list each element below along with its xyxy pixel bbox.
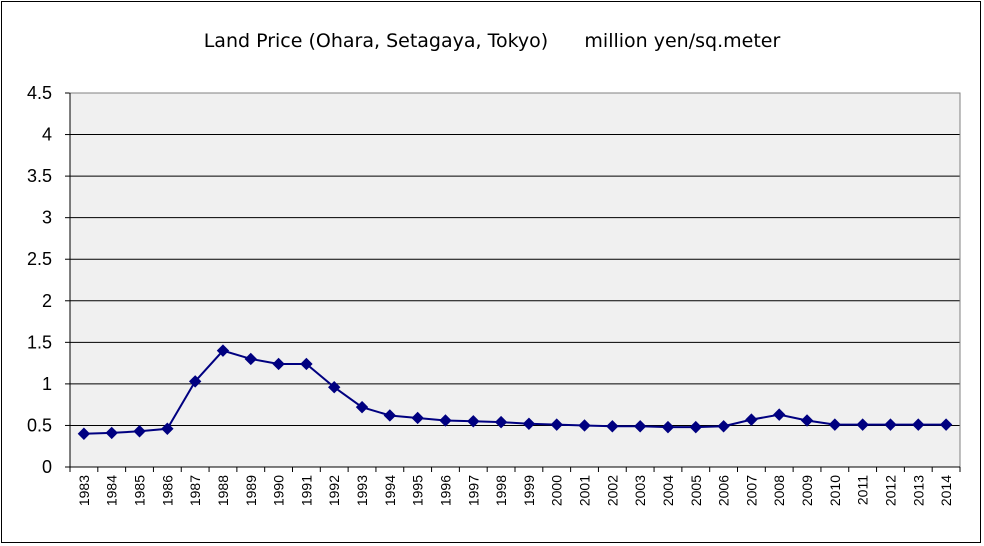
x-tick-label: 2002 <box>604 475 620 506</box>
data-point <box>105 426 118 440</box>
data-point <box>494 415 508 429</box>
data-point <box>522 417 536 430</box>
data-point <box>661 420 675 434</box>
x-tick-label: 1996 <box>437 475 453 506</box>
x-tick-label: 2008 <box>771 475 787 506</box>
x-tick-label: 1983 <box>76 475 92 506</box>
data-point <box>439 414 452 427</box>
x-tick-labels: 1983 1984 1985 1986 1987 1988 1989 1990 1991 1992… <box>76 475 954 506</box>
data-point <box>355 400 369 414</box>
x-tick-label: 2003 <box>632 475 648 506</box>
data-point <box>717 420 730 433</box>
x-tick-label: 1986 <box>159 475 175 506</box>
x-tick-label: 1988 <box>215 475 231 506</box>
y-tick-label: 4 <box>42 125 52 145</box>
data-point <box>188 375 202 388</box>
data-point <box>578 419 591 432</box>
data-point <box>467 415 480 428</box>
x-tick-label: 2013 <box>910 475 926 506</box>
x-tick-label: 2006 <box>716 475 732 506</box>
data-point <box>216 344 230 357</box>
y-tick-label: 3 <box>42 208 52 228</box>
data-point <box>633 420 647 433</box>
data-point <box>773 408 786 421</box>
x-tick-label: 1997 <box>465 475 481 506</box>
data-point <box>606 420 619 433</box>
data-point <box>328 381 341 394</box>
y-tick-label: 4.5 <box>27 83 52 103</box>
x-tick-label: 1995 <box>410 475 426 506</box>
x-tick-label: 2004 <box>660 475 676 506</box>
data-point <box>884 418 897 431</box>
x-tick-label: 1989 <box>243 475 259 506</box>
data-point <box>161 422 174 435</box>
x-tick-label: 1999 <box>521 475 537 506</box>
data-point <box>133 425 146 438</box>
x-tick-label: 1994 <box>382 475 398 506</box>
data-point <box>856 418 869 431</box>
y-tick-label: 0.5 <box>27 415 52 435</box>
y-tick-label: 1 <box>42 374 52 394</box>
x-tick-label: 2007 <box>743 475 759 506</box>
y-tick-label: 2 <box>42 291 52 311</box>
data-point <box>828 418 842 431</box>
data-point <box>300 357 313 371</box>
data-point <box>689 420 702 434</box>
x-tick-label: 2009 <box>799 475 815 506</box>
y-tick-label: 0 <box>42 457 52 477</box>
x-tick-label: 2000 <box>549 475 565 506</box>
x-tick-label: 2012 <box>882 475 898 506</box>
x-tick-label: 1998 <box>493 475 509 506</box>
y-tick-label: 3.5 <box>27 166 52 186</box>
data-point <box>800 414 814 427</box>
x-tick-label: 1991 <box>298 475 314 506</box>
x-tick-label: 1985 <box>132 475 148 506</box>
axes <box>69 92 961 472</box>
x-tick-label: 1990 <box>271 475 287 506</box>
data-point <box>939 418 953 431</box>
data-point <box>411 411 424 425</box>
x-tick-label: 2014 <box>938 475 954 506</box>
x-tick-label: 2011 <box>855 475 871 505</box>
x-tick-label: 1984 <box>104 475 120 506</box>
y-tick-label: 2.5 <box>27 249 52 269</box>
chart-title: Land Price (Ohara, Setagaya, Tokyo) mill… <box>203 30 781 52</box>
x-tick-label: 2010 <box>827 475 843 506</box>
y-tick-labels: 0 0.5 1 1.5 2 2.5 3 3.5 4 4.5 <box>27 83 52 477</box>
data-point <box>550 418 563 431</box>
plot-area <box>70 93 960 467</box>
x-tick-label: 2001 <box>577 475 593 506</box>
series <box>77 344 953 440</box>
data-point <box>383 409 397 422</box>
x-tick-label: 1993 <box>354 475 370 506</box>
data-point <box>272 357 285 371</box>
data-point <box>912 418 925 431</box>
x-tick-label: 1987 <box>187 475 203 506</box>
x-tick-label: 1992 <box>326 475 342 506</box>
data-point <box>77 427 91 440</box>
x-tick-label: 2005 <box>688 475 704 506</box>
data-point <box>244 352 257 366</box>
data-point <box>745 413 758 426</box>
y-tick-label: 1.5 <box>27 332 52 352</box>
